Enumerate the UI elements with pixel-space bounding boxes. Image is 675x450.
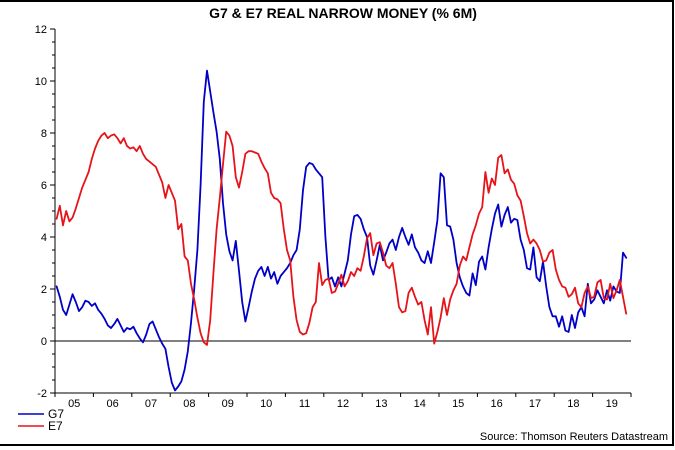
axis-lines: [54, 29, 631, 394]
y-tick-label: -2: [37, 388, 47, 400]
plot-area: [55, 69, 628, 392]
y-tick-label: 12: [35, 24, 47, 36]
series-line-e7: [55, 130, 628, 346]
chart-title: G7 & E7 REAL NARROW MONEY (% 6M): [209, 5, 477, 21]
y-tick-label: 4: [41, 232, 47, 244]
x-tick-label: 14: [414, 398, 426, 410]
x-tick-label: 12: [337, 398, 349, 410]
x-tick-label: 13: [375, 398, 387, 410]
x-tick-label: 17: [529, 398, 541, 410]
x-tick-label: 05: [68, 398, 80, 410]
x-tick-label: 07: [145, 398, 157, 410]
x-tick-label: 09: [222, 398, 234, 410]
legend-label-g7: G7: [48, 407, 64, 421]
x-tick-label: 16: [490, 398, 502, 410]
y-tick-label: 6: [41, 180, 47, 192]
axes: -2 0 2 4 6 8 10 12 05 06 07 08 09 10 11 12 13 14 15 16 17 18 1…: [35, 24, 632, 410]
legend-label-e7: E7: [48, 419, 63, 433]
x-tick-label: 18: [567, 398, 579, 410]
x-tick-label: 06: [106, 398, 118, 410]
x-tick-label: 19: [606, 398, 618, 410]
x-tick-label: 11: [299, 398, 310, 410]
x-tick-label: 10: [260, 398, 272, 410]
x-tick-label: 08: [183, 398, 195, 410]
y-tick-label: 0: [41, 336, 47, 348]
series-line-g7: [55, 69, 628, 392]
y-tick-label: 2: [41, 284, 47, 296]
y-tick-label: 10: [35, 76, 47, 88]
y-tick-label: 8: [41, 128, 47, 140]
x-tick-label: 15: [452, 398, 464, 410]
source-note: Source: Thomson Reuters Datastream: [480, 431, 668, 443]
